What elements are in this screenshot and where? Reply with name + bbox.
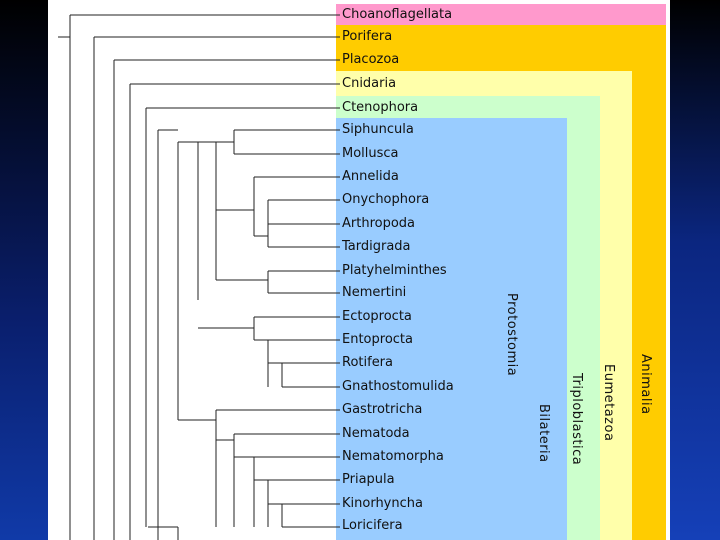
- taxon-label-priapula: Priapula: [342, 472, 395, 487]
- taxon-label-nematomorpha: Nematomorpha: [342, 449, 444, 464]
- background-right-panel: [670, 0, 720, 540]
- taxon-label-loricifera: Loricifera: [342, 518, 403, 533]
- taxon-label-ctenophora: Ctenophora: [342, 100, 419, 115]
- group-label-protostomia: Protostomia: [504, 293, 519, 377]
- cladogram-slide: Choanoflagellata Porifera Placozoa Cnida…: [48, 0, 670, 540]
- bilateria-band: [336, 118, 567, 540]
- taxon-label-mollusca: Mollusca: [342, 146, 399, 161]
- taxon-label-porifera: Porifera: [342, 29, 393, 44]
- taxon-label-rotifera: Rotifera: [342, 355, 393, 370]
- taxon-label-nematoda: Nematoda: [342, 426, 410, 441]
- taxon-label-cnidaria: Cnidaria: [342, 76, 397, 91]
- taxon-label-onychophora: Onychophora: [342, 192, 430, 207]
- taxon-label-tardigrada: Tardigrada: [342, 239, 411, 254]
- group-label-bilateria: Bilateria: [536, 404, 551, 463]
- taxon-label-annelida: Annelida: [342, 169, 399, 184]
- taxon-label-placozoa: Placozoa: [342, 52, 400, 67]
- taxon-label-choanoflagellata: Choanoflagellata: [342, 7, 453, 22]
- background-left-panel: [0, 0, 48, 540]
- cladogram-tree: [58, 14, 340, 540]
- taxon-label-nemertini: Nemertini: [342, 285, 407, 300]
- taxon-label-gnathostomulida: Gnathostomulida: [342, 379, 454, 394]
- choanoflagellata-band: [336, 4, 666, 25]
- group-label-triploblastica: Triploblastica: [569, 373, 584, 466]
- taxon-label-siphuncula: Siphuncula: [342, 122, 414, 137]
- group-label-eumetazoa: Eumetazoa: [601, 364, 616, 442]
- taxon-label-kinorhyncha: Kinorhyncha: [342, 496, 423, 511]
- taxon-label-platyhelminthes: Platyhelminthes: [342, 263, 447, 278]
- taxon-label-arthropoda: Arthropoda: [342, 216, 416, 231]
- group-label-animalia: Animalia: [638, 354, 653, 415]
- taxon-label-ectoprocta: Ectoprocta: [342, 309, 412, 324]
- taxon-label-gastrotricha: Gastrotricha: [342, 402, 423, 417]
- taxon-label-entoprocta: Entoprocta: [342, 332, 413, 347]
